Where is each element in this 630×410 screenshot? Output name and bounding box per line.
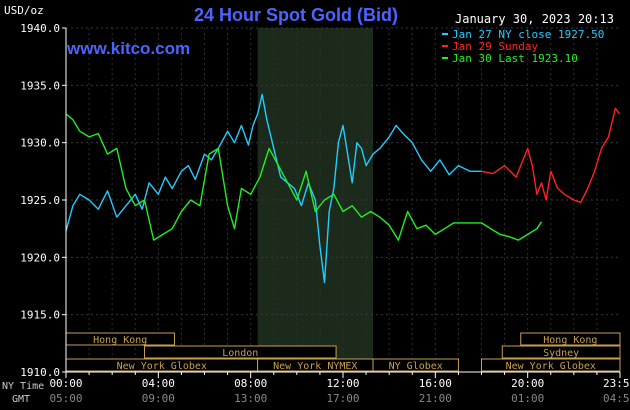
legend-entry: Jan 27 NY close 1927.50 bbox=[452, 28, 604, 41]
x-tick-label-gmt: 04:59 bbox=[603, 392, 630, 405]
session-label: Hong Kong bbox=[93, 335, 147, 346]
watermark: www.kitco.com bbox=[66, 39, 190, 58]
x-tick-label-gmt: 01:00 bbox=[511, 392, 544, 405]
y-tick-label: 1915.0 bbox=[20, 309, 60, 322]
series-line-1 bbox=[65, 93, 482, 284]
x-tick-label-ny: 16:00 bbox=[419, 377, 452, 390]
x-tick-label-ny: 00:00 bbox=[49, 377, 82, 390]
session-label: NY Globex bbox=[389, 361, 443, 372]
x-tick-label-ny: 12:00 bbox=[326, 377, 359, 390]
session-bar bbox=[372, 358, 459, 372]
row-label-gmt: GMT bbox=[12, 394, 30, 405]
axes: 1940.0 1935.0 1930.0 1925.0 1920.0 1915.0 1910… bbox=[20, 22, 630, 405]
chart-title: 24 Hour Spot Gold (Bid) bbox=[194, 5, 398, 25]
session-bar bbox=[481, 358, 621, 372]
price-series bbox=[65, 93, 621, 284]
session-bar bbox=[520, 332, 621, 346]
y-tick-label: 1935.0 bbox=[20, 79, 60, 92]
x-tick-label-ny: 04:00 bbox=[142, 377, 175, 390]
x-tick-label-gmt: 13:00 bbox=[234, 392, 267, 405]
series-line-2 bbox=[481, 107, 621, 204]
market-session-bars: Hong Kong Hong Kong London Sydney New York G… bbox=[65, 332, 621, 372]
session-label: London bbox=[222, 348, 258, 359]
row-label-ny-time: NY Time bbox=[2, 381, 44, 392]
legend-entry: Jan 30 Last 1923.10 bbox=[452, 52, 578, 65]
x-tick-label-ny: 20:00 bbox=[511, 377, 544, 390]
chart-timestamp: January 30, 2023 20:13 bbox=[455, 12, 614, 26]
session-label: New York Globex bbox=[117, 361, 207, 372]
x-tick-label-ny: 23:59 bbox=[603, 377, 630, 390]
x-tick-label-gmt: 05:00 bbox=[49, 392, 82, 405]
x-tick-label-gmt: 21:00 bbox=[419, 392, 452, 405]
x-tick-label-ny: 08:00 bbox=[234, 377, 267, 390]
x-tick-label-gmt: 09:00 bbox=[142, 392, 175, 405]
y-tick-label: 1920.0 bbox=[20, 251, 60, 264]
y-tick-label: 1925.0 bbox=[20, 194, 60, 207]
y-tick-label: 1940.0 bbox=[20, 22, 60, 35]
session-label: Sydney bbox=[543, 348, 579, 359]
series-line-3 bbox=[65, 113, 543, 241]
session-label: New York Globex bbox=[506, 361, 596, 372]
session-bar bbox=[143, 345, 337, 359]
y-tick-label: 1930.0 bbox=[20, 137, 60, 150]
x-tick-label-gmt: 17:00 bbox=[326, 392, 359, 405]
session-label: New York NYMEX bbox=[273, 361, 357, 372]
session-label: Hong Kong bbox=[543, 335, 597, 346]
y-tick-label: 1910.0 bbox=[20, 366, 60, 379]
session-bar bbox=[501, 345, 621, 359]
legend-entry: Jan 29 Sunday bbox=[452, 40, 538, 53]
unit-label: USD/oz bbox=[4, 4, 44, 17]
